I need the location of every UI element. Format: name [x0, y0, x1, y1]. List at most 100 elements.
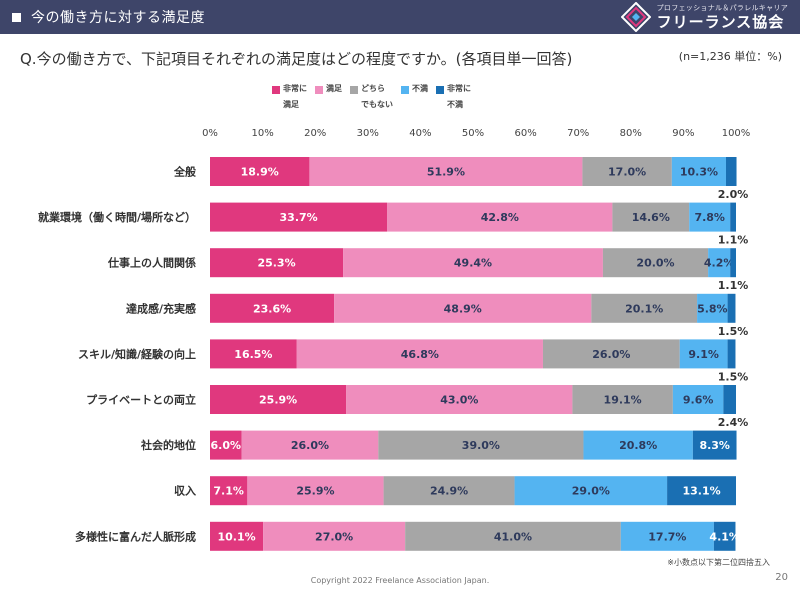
- data-label: 39.0%: [462, 439, 500, 452]
- legend-item: 非常に 不満: [436, 84, 471, 113]
- data-label: 17.0%: [608, 166, 646, 179]
- bar-segment: [602, 248, 709, 278]
- data-label: 19.1%: [604, 394, 642, 407]
- bar-segment: [667, 476, 736, 506]
- category-label: 就業環境（働く時間/場所など）: [38, 210, 196, 224]
- data-label: 41.0%: [494, 530, 532, 543]
- data-label: 1.1%: [718, 234, 749, 247]
- bar-segment: [689, 202, 731, 232]
- bar-segment: [726, 157, 737, 186]
- x-tick-label: 30%: [357, 128, 379, 139]
- bar-segment: [671, 157, 727, 186]
- data-label: 9.1%: [688, 348, 719, 361]
- bar-segment: [723, 385, 736, 414]
- data-label: 43.0%: [440, 394, 478, 407]
- legend-item: 不満: [401, 84, 428, 113]
- bar-segment: [679, 339, 728, 369]
- data-label: 1.5%: [718, 370, 749, 383]
- bar-segment: [334, 293, 592, 323]
- data-label: 17.7%: [648, 530, 686, 543]
- data-label: 26.0%: [291, 439, 329, 452]
- bar-segment: [730, 248, 736, 278]
- data-label: 25.9%: [296, 485, 334, 498]
- square-bullet-icon: [12, 12, 21, 22]
- data-label: 10.1%: [217, 530, 255, 543]
- data-label: 20.0%: [636, 257, 674, 270]
- x-tick-label: 50%: [462, 128, 484, 139]
- bar-segment: [210, 248, 344, 278]
- chart-legend: 非常に 満足 満足 どちら でもない 不満 非常に 不満: [272, 84, 479, 113]
- data-label: 2.4%: [718, 416, 749, 429]
- bar-segment: [210, 339, 297, 369]
- x-tick-label: 70%: [567, 128, 589, 139]
- bar-segment: [210, 476, 248, 506]
- legend-swatch: [315, 86, 323, 94]
- bar-segment: [343, 248, 603, 278]
- logo-mark-icon: [620, 2, 651, 32]
- bar-segment: [542, 339, 680, 369]
- bar-segment: [727, 293, 736, 323]
- data-label: 48.9%: [444, 302, 482, 315]
- bar-segment: [241, 430, 379, 460]
- data-label: 33.7%: [280, 211, 318, 224]
- bar-segment: [210, 157, 310, 186]
- bar-segment: [583, 430, 693, 460]
- data-label: 20.1%: [625, 302, 663, 315]
- category-label: 達成感/充実感: [126, 301, 196, 315]
- legend-item: どちら でもない: [350, 84, 393, 113]
- data-label: 23.6%: [253, 302, 291, 315]
- legend-item: 満足: [315, 84, 342, 113]
- data-label: 46.8%: [401, 348, 439, 361]
- bar-segment: [263, 521, 406, 551]
- data-label: 26.0%: [592, 348, 630, 361]
- data-label: 9.6%: [683, 394, 714, 407]
- data-label: 7.1%: [213, 485, 244, 498]
- x-tick-label: 0%: [202, 128, 218, 139]
- data-label: 24.9%: [430, 485, 468, 498]
- bar-segment: [572, 385, 673, 414]
- data-label: 6.0%: [211, 439, 242, 452]
- data-label: 4.1%: [709, 530, 740, 543]
- data-label: 16.5%: [234, 348, 272, 361]
- bar-segment: [210, 385, 347, 414]
- stacked-bar-chart: 0% 10% 20% 30% 40% 50% 60% 70% 80% 90% 100% 全般 18.9%…: [38, 128, 751, 551]
- data-label: 25.3%: [257, 257, 295, 270]
- x-tick-label: 60%: [514, 128, 536, 139]
- x-tick-label: 100%: [722, 128, 751, 139]
- legend-label: 満足: [326, 84, 342, 93]
- data-label: 20.8%: [619, 439, 657, 452]
- bar-segment: [210, 202, 388, 232]
- legend-label: 不満: [412, 84, 428, 93]
- data-label: 7.8%: [694, 211, 725, 224]
- logo: プロフェッショナル＆パラレルキャリア フリーランス協会: [620, 0, 788, 34]
- bar-segment: [210, 430, 242, 460]
- legend-item: 非常に 満足: [272, 84, 307, 113]
- category-label: 収入: [174, 485, 196, 498]
- legend-swatch: [401, 86, 409, 94]
- data-label: 27.0%: [315, 530, 353, 543]
- copyright: Copyright 2022 Freelance Association Jap…: [310, 576, 490, 585]
- header-bar: 今の働き方に対する満足度 プロフェッショナル＆パラレルキャリア フリーランス協会: [0, 0, 800, 34]
- data-label: 10.3%: [680, 166, 718, 179]
- sample-size-note: (n=1,236 単位：%): [678, 50, 782, 63]
- x-tick-label: 10%: [251, 128, 273, 139]
- bar-segment: [210, 293, 335, 323]
- category-label: スキル/知識/経験の向上: [78, 347, 196, 361]
- bar-segment: [387, 202, 613, 232]
- bar-segment: [692, 430, 737, 460]
- data-label: 51.9%: [427, 166, 465, 179]
- data-label: 29.0%: [572, 485, 610, 498]
- x-tick-label: 20%: [304, 128, 326, 139]
- bar-segment: [514, 476, 668, 506]
- data-label: 8.3%: [699, 439, 730, 452]
- bar-segment: [405, 521, 621, 551]
- bar-segment: [210, 521, 264, 551]
- bar-segment: [612, 202, 690, 232]
- footnote: ※小数点以下第二位四捨五入: [667, 558, 770, 567]
- bar-segment: [582, 157, 672, 186]
- bar-segment: [378, 430, 584, 460]
- bar-segment: [383, 476, 515, 506]
- data-label: 49.4%: [454, 257, 492, 270]
- x-tick-label: 80%: [620, 128, 642, 139]
- bar-segment: [346, 385, 573, 414]
